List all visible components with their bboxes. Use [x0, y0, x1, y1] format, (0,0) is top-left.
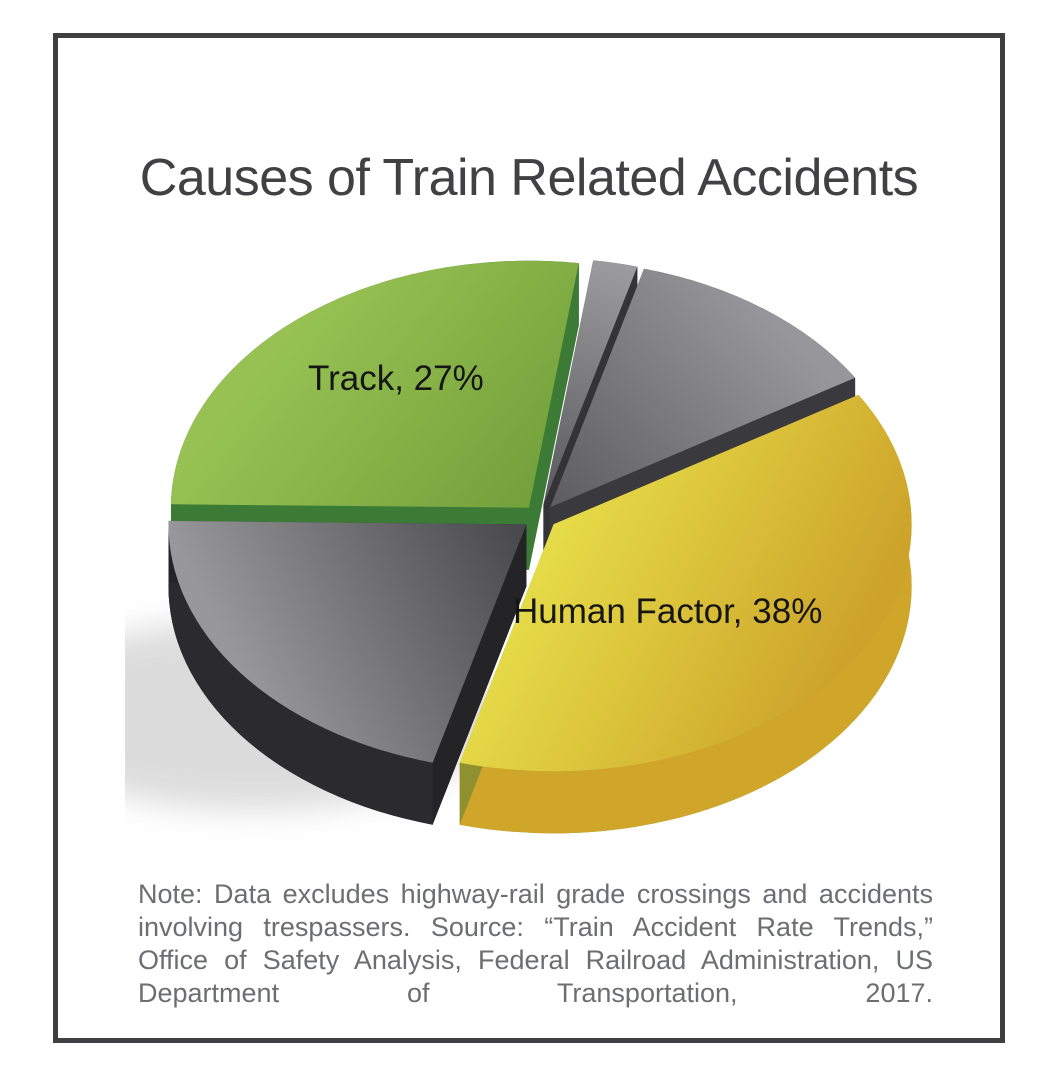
pie-slice-unlabeled-1-top — [550, 268, 856, 508]
pie-label-track: Track, 27% — [308, 359, 484, 398]
pie-slice-unlabeled-0-top — [543, 260, 638, 505]
chart-title: Causes of Train Related Accidents — [139, 149, 919, 207]
pie-chart-svg — [125, 260, 912, 834]
pie-slice-track — [171, 260, 579, 570]
source-note: Note: Data excludes highway-rail grade c… — [138, 879, 933, 1008]
pie-slice-unlabeled-3-side-a — [432, 524, 527, 825]
pie-slice-track-side-b — [528, 263, 579, 570]
pie-slice-unlabeled-3-rim — [168, 520, 433, 825]
pie-slice-human-factor-rim — [459, 394, 912, 834]
pie-slice-track-top — [171, 260, 579, 508]
pie-slice-human-factor-top — [459, 394, 912, 772]
pie-slice-human-factor — [459, 394, 912, 834]
pie-slice-unlabeled-3-top — [168, 520, 527, 763]
pie-slice-unlabeled-3 — [168, 520, 527, 825]
pie-label-human-factor: Human Factor, 38% — [513, 592, 823, 631]
pie-chart: Track, 27% Human Factor, 38% — [125, 237, 945, 862]
figure-border-frame: Causes of Train Related Accidents Track,… — [53, 33, 1005, 1043]
